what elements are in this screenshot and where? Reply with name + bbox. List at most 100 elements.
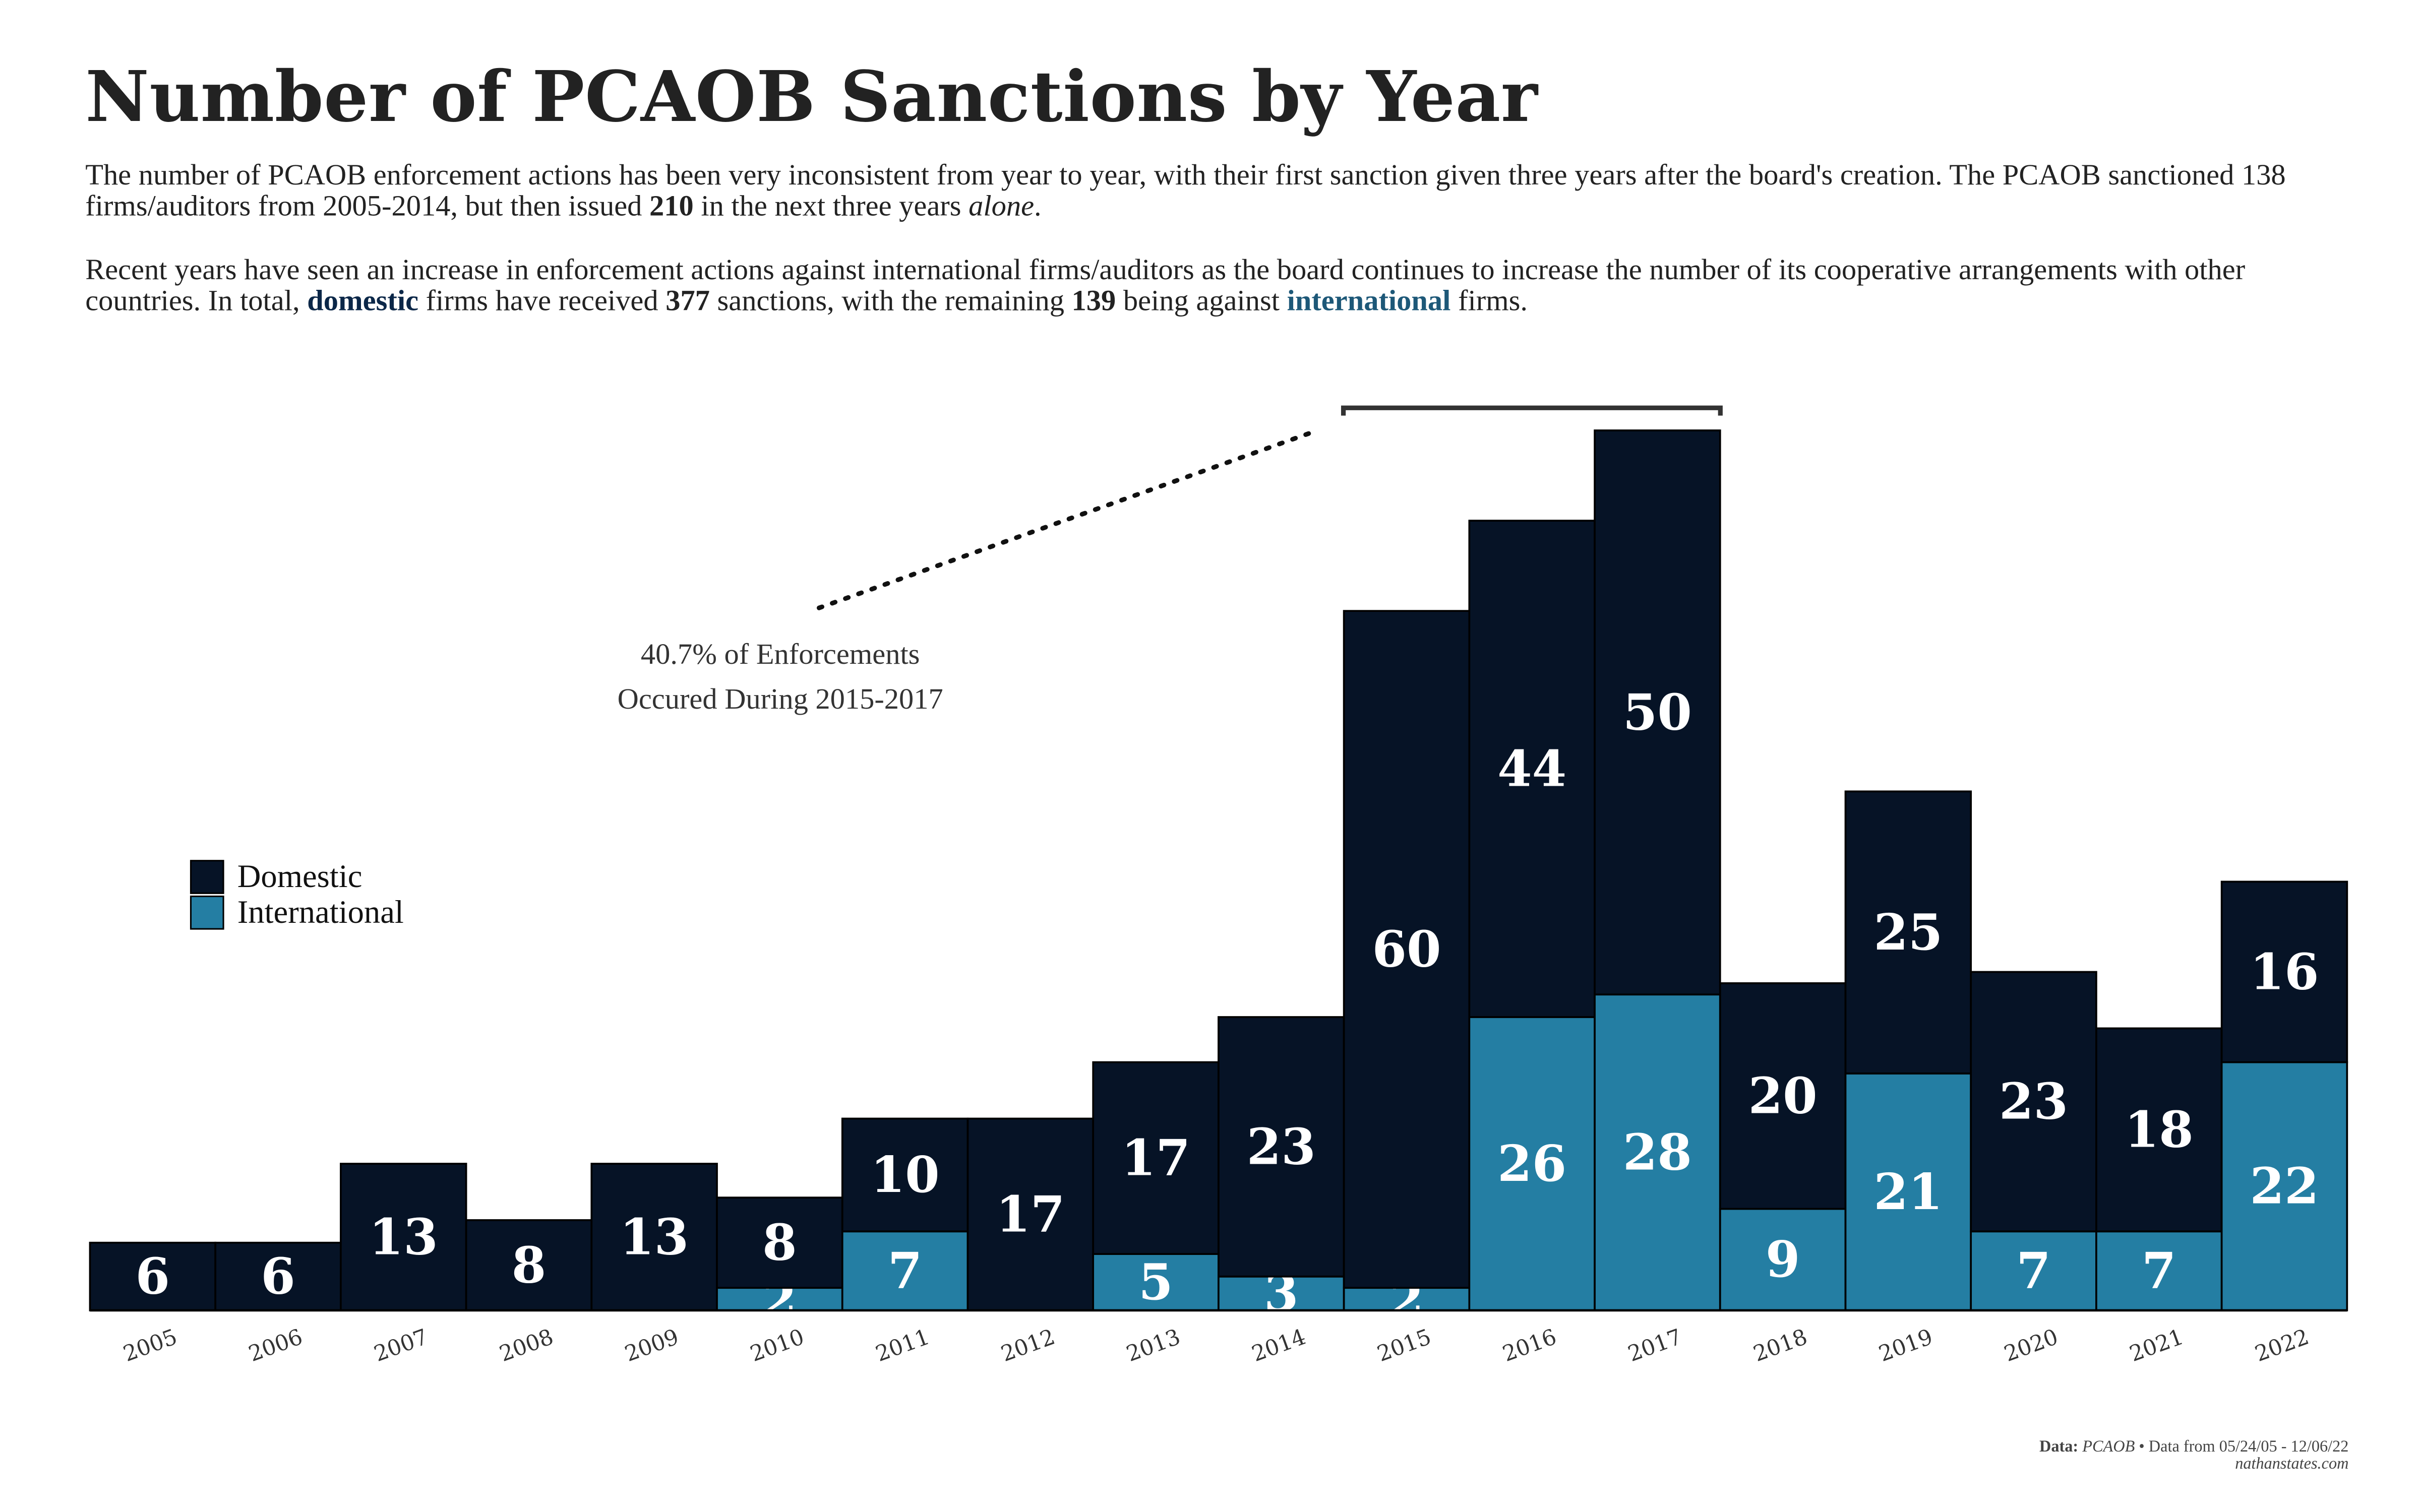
data-label: 20: [1748, 1067, 1818, 1125]
bar-segment: [2220, 880, 2348, 1063]
text: 139: [1071, 285, 1116, 318]
x-tick-label: 2013: [1123, 1325, 1184, 1367]
text: firms.: [1458, 285, 1528, 318]
data-label: 18: [2125, 1101, 2194, 1159]
text: .: [1034, 191, 1042, 224]
bar-segment: [89, 1241, 217, 1311]
x-tick-label: 2017: [1625, 1325, 1685, 1367]
bar-segment: [465, 1219, 593, 1311]
text: international: [1287, 285, 1451, 318]
data-label: 6: [136, 1248, 170, 1306]
bar-segment: [966, 1117, 1095, 1311]
bar-segment: [1844, 790, 1972, 1075]
x-tick-label: 2008: [496, 1325, 557, 1367]
data-label: 25: [1873, 904, 1943, 962]
data-label: 22: [2250, 1158, 2319, 1216]
bar-segment: [2095, 1027, 2223, 1233]
x-tick-label: 2007: [371, 1325, 431, 1367]
text: 377: [666, 285, 710, 318]
description: Recent years have seen an increase in en…: [85, 254, 2304, 318]
bar-segment: [1092, 1061, 1220, 1255]
x-tick-label: 2006: [246, 1325, 306, 1367]
data-label: 13: [369, 1208, 438, 1266]
bar-segment: [716, 1287, 843, 1311]
bar-segment: [1594, 429, 1721, 996]
data-label: 5: [1138, 1253, 1173, 1311]
data-label: 26: [1497, 1135, 1566, 1193]
bar-segment: [1970, 971, 2097, 1233]
x-tick-label: 2021: [2126, 1325, 2187, 1367]
bar-segment: [1092, 1253, 1220, 1311]
description: The number of PCAOB enforcement actions …: [85, 159, 2304, 224]
footer: Data: PCAOB • Data from 05/24/05 - 12/06…: [2039, 1439, 2348, 1473]
bar-segment: [340, 1163, 467, 1311]
data-label: 23: [1999, 1073, 2068, 1131]
x-tick-label: 2010: [747, 1325, 808, 1367]
legend-label: Domestic: [237, 858, 362, 894]
text: sanctions, with the remaining: [717, 285, 1064, 318]
text: Data:: [2039, 1439, 2079, 1457]
text: firms have received: [426, 285, 658, 318]
legend-label: International: [237, 894, 404, 930]
data-label: 7: [2016, 1242, 2051, 1300]
data-label: 8: [512, 1236, 547, 1294]
x-tick-label: 2015: [1374, 1325, 1434, 1367]
data-label: 23: [1247, 1118, 1316, 1176]
bar-segment: [1468, 520, 1596, 1018]
x-tick-label: 2016: [1499, 1325, 1560, 1367]
bar-segment: [590, 1163, 718, 1311]
bracket: [1341, 405, 1723, 416]
legend-swatch: [190, 895, 224, 930]
x-tick-label: 2020: [2001, 1325, 2062, 1367]
x-tick-label: 2009: [622, 1325, 682, 1367]
text: being against: [1123, 285, 1280, 318]
data-label: 13: [620, 1208, 689, 1266]
data-label: 21: [1873, 1163, 1943, 1221]
text: PCAOB: [2082, 1439, 2135, 1457]
bar-segment: [716, 1196, 843, 1289]
x-tick-label: 2022: [2252, 1325, 2312, 1367]
data-label: 7: [2142, 1242, 2176, 1300]
annotation: Occured During 2015-2017: [618, 682, 943, 715]
data-label: 28: [1623, 1123, 1692, 1181]
bar-segment: [2220, 1061, 2348, 1311]
data-label: 17: [1121, 1129, 1190, 1187]
x-tick-label: 2005: [120, 1325, 180, 1367]
data-label: 16: [2250, 943, 2319, 1001]
chart-title: Number of PCAOB Sanctions by Year: [85, 55, 1538, 138]
data-label: 10: [871, 1146, 940, 1204]
bar-segment: [1970, 1230, 2097, 1311]
text: domestic: [307, 285, 419, 318]
bar-segment: [1719, 982, 1847, 1210]
x-tick-label: 2011: [872, 1325, 933, 1367]
data-label: 9: [1766, 1231, 1800, 1289]
x-tick-label: 2014: [1248, 1325, 1309, 1367]
data-label: 6: [261, 1248, 295, 1306]
text: • Data from 05/24/05 - 12/06/22: [2139, 1439, 2349, 1457]
data-label: 8: [762, 1214, 797, 1272]
bar-segment: [1343, 1287, 1471, 1311]
bar-segment: [1343, 610, 1471, 1289]
x-tick-label: 2019: [1876, 1325, 1936, 1367]
text: 210: [649, 191, 694, 224]
bar-segment: [1218, 1016, 1345, 1278]
bar-segment: [841, 1230, 969, 1311]
bar-segment: [841, 1117, 969, 1233]
text: The number of PCAOB enforcement actions …: [85, 159, 2286, 224]
annotation: 40.7% of Enforcements: [641, 638, 920, 670]
x-tick-label: 2018: [1750, 1325, 1810, 1367]
text: alone: [969, 191, 1035, 224]
data-label: 50: [1623, 683, 1692, 741]
data-label: 17: [996, 1186, 1065, 1244]
data-label: 7: [888, 1242, 923, 1300]
x-tick-label: 2012: [998, 1325, 1058, 1367]
data-label: 60: [1372, 921, 1441, 979]
text: Recent years have seen an increase in en…: [85, 254, 2246, 318]
bar-segment: [1719, 1208, 1847, 1311]
text: in the next three years: [701, 191, 961, 224]
legend-swatch: [190, 860, 224, 894]
data-label: 44: [1497, 740, 1566, 798]
